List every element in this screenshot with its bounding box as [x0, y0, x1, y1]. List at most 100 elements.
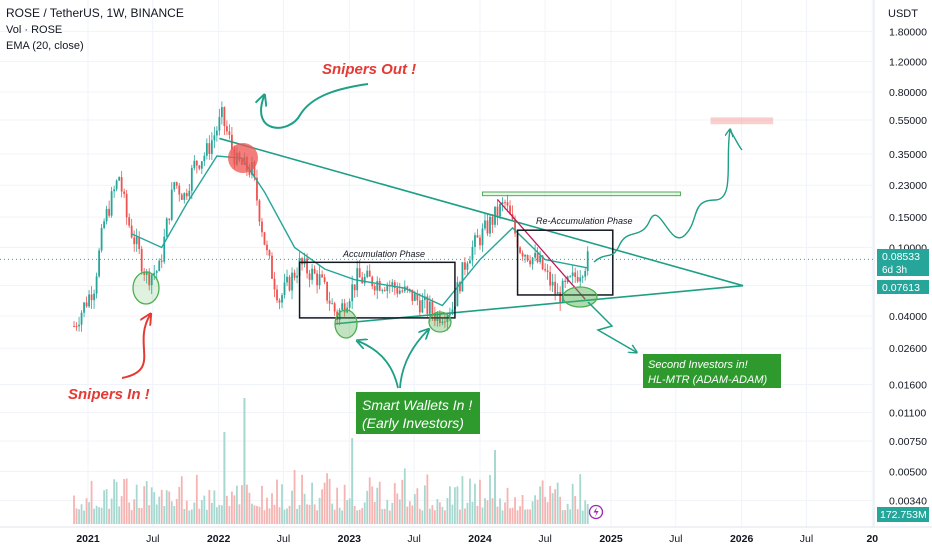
candle-body — [428, 301, 431, 314]
candle-body — [118, 177, 121, 181]
snipers-in-label: Snipers In ! — [68, 386, 150, 403]
candle-body — [193, 160, 196, 168]
volume-bar — [456, 486, 459, 524]
symbol-title[interactable]: ROSE / TetherUS, 1W, BINANCE — [6, 6, 184, 20]
volume-bar — [554, 489, 557, 524]
volume-bar — [306, 504, 308, 524]
ema-20-line — [131, 155, 588, 307]
drawings-front — [121, 83, 744, 389]
volume-bar — [286, 508, 288, 524]
snipers-in-marker — [132, 271, 160, 305]
price-tick-label: 0.01100 — [889, 408, 926, 420]
volume-bar — [281, 484, 283, 524]
candle-body — [223, 107, 226, 127]
volume-bar — [408, 501, 411, 524]
volume-spike-bar — [243, 397, 246, 524]
time-tick-label: Jul — [800, 533, 813, 545]
candle-body — [110, 191, 113, 216]
candle-body — [358, 268, 361, 278]
volume-bar — [108, 508, 111, 524]
volume-spike-bar — [351, 438, 354, 524]
snipers-in-arrow — [121, 315, 150, 379]
candle-body — [459, 282, 461, 292]
volume-bar — [423, 485, 426, 524]
time-tick-label: Jul — [146, 533, 159, 545]
candle-body — [569, 276, 572, 278]
volume-bar — [341, 510, 344, 524]
volume-bar — [268, 508, 271, 524]
candle-body — [183, 193, 186, 200]
volume-bar — [238, 504, 241, 524]
smart-wallets-line-2: (Early Investors) — [362, 415, 464, 431]
volume-bar — [143, 486, 146, 524]
candle-body — [426, 296, 429, 314]
volume-bar — [551, 493, 554, 524]
volume-bar — [466, 502, 469, 524]
volume-bar — [576, 509, 579, 524]
volume-bar — [546, 502, 549, 524]
candle-body — [85, 302, 88, 307]
candle-body — [378, 280, 381, 291]
candle-body — [529, 260, 531, 265]
price-tick-label: 0.15000 — [889, 212, 927, 224]
candle-body — [574, 272, 577, 277]
price-tick-label: 1.20000 — [889, 57, 927, 69]
candle-body — [544, 269, 547, 271]
candle-body — [476, 235, 479, 238]
candle-body — [401, 290, 404, 292]
time-tick-label: 2024 — [468, 533, 492, 545]
candle-body — [584, 270, 587, 277]
volume-bar — [388, 510, 391, 524]
volume-bar — [236, 485, 238, 524]
ema-line — [131, 155, 588, 307]
volume-bar — [193, 502, 196, 524]
candle-body — [421, 300, 424, 313]
volume-bar — [361, 508, 364, 524]
candle-body — [481, 228, 484, 246]
volume-bar — [90, 480, 93, 524]
currency-label[interactable]: USDT — [888, 8, 918, 20]
chart-grid — [0, 0, 874, 527]
volume-bar — [78, 509, 80, 524]
volume-bar — [218, 504, 221, 524]
volume-bar — [283, 509, 286, 524]
volume-bar — [73, 495, 75, 524]
candle-body — [464, 262, 466, 270]
volume-bar — [165, 490, 168, 524]
ema-indicator-label[interactable]: EMA (20, close) — [6, 40, 84, 52]
reaccumulation-phase-label: Re-Accumulation Phase — [536, 216, 633, 226]
candle-body — [83, 302, 85, 313]
candle-body — [353, 284, 356, 291]
volume-bar — [559, 496, 562, 524]
volume-bar — [474, 483, 476, 524]
candle-body — [198, 165, 201, 169]
price-tick-label: 0.04000 — [889, 311, 927, 323]
volume-bar — [403, 468, 406, 524]
volume-bar — [378, 481, 381, 524]
time-axis: 2021 Jul 2022 Jul 2023 Jul 2024 Jul 2025 Jul 2026 J… — [0, 526, 932, 545]
volume-bar — [158, 496, 161, 524]
volume-value: 172.753M — [880, 509, 927, 521]
second-investors-arrow — [587, 301, 636, 352]
volume-bar — [356, 510, 359, 524]
candle-body — [491, 216, 494, 225]
downtrend-line — [497, 199, 586, 300]
volume-indicator-label[interactable]: Vol · ROSE — [6, 24, 63, 36]
candle-body — [208, 143, 211, 154]
candle-body — [210, 140, 213, 154]
volume-bar — [113, 479, 116, 524]
candle-body — [328, 300, 331, 304]
volume-bar — [288, 505, 291, 524]
candle-body — [524, 254, 526, 257]
candle-body — [148, 271, 151, 286]
candle-body — [331, 303, 334, 305]
volume-bar — [241, 485, 243, 524]
accumulation-phase-label: Accumulation Phase — [342, 249, 425, 259]
candle-body — [195, 160, 198, 166]
volume-bar — [461, 476, 464, 524]
volume-bar — [479, 479, 481, 524]
volume-bar — [531, 501, 534, 524]
candle-body — [506, 202, 509, 206]
volume-bar — [516, 510, 519, 524]
